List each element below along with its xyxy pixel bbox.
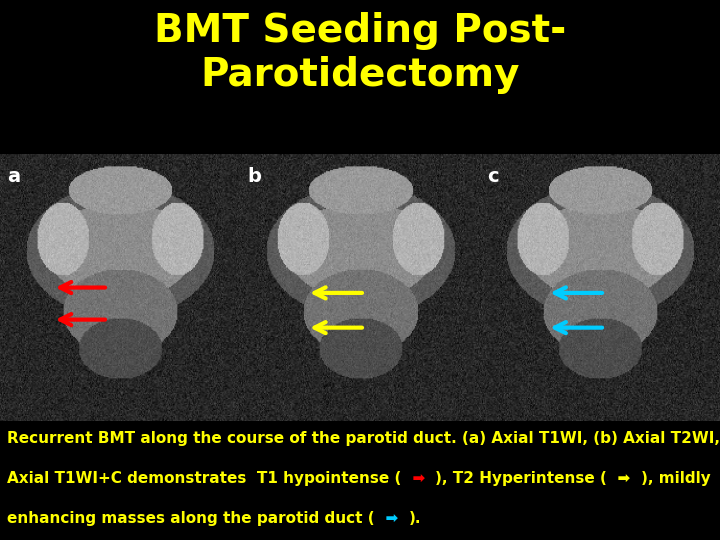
Text: Axial T1WI+C demonstrates  T1 hypointense (: Axial T1WI+C demonstrates T1 hypointense…	[7, 471, 402, 486]
Text: ➡: ➡	[375, 511, 408, 526]
Text: ), T2 Hyperintense (: ), T2 Hyperintense (	[436, 471, 607, 486]
Text: ➡: ➡	[402, 471, 436, 486]
Text: c: c	[487, 167, 499, 186]
Text: b: b	[247, 167, 261, 186]
Text: a: a	[7, 167, 20, 186]
Text: Recurrent BMT along the course of the parotid duct. (a) Axial T1WI, (b) Axial T2: Recurrent BMT along the course of the pa…	[7, 431, 720, 445]
Text: BMT Seeding Post-
Parotidectomy: BMT Seeding Post- Parotidectomy	[154, 12, 566, 94]
Text: ), mildly: ), mildly	[641, 471, 711, 486]
Text: enhancing masses along the parotid duct (: enhancing masses along the parotid duct …	[7, 511, 375, 526]
Text: ➡: ➡	[607, 471, 641, 486]
Text: ).: ).	[408, 511, 421, 526]
